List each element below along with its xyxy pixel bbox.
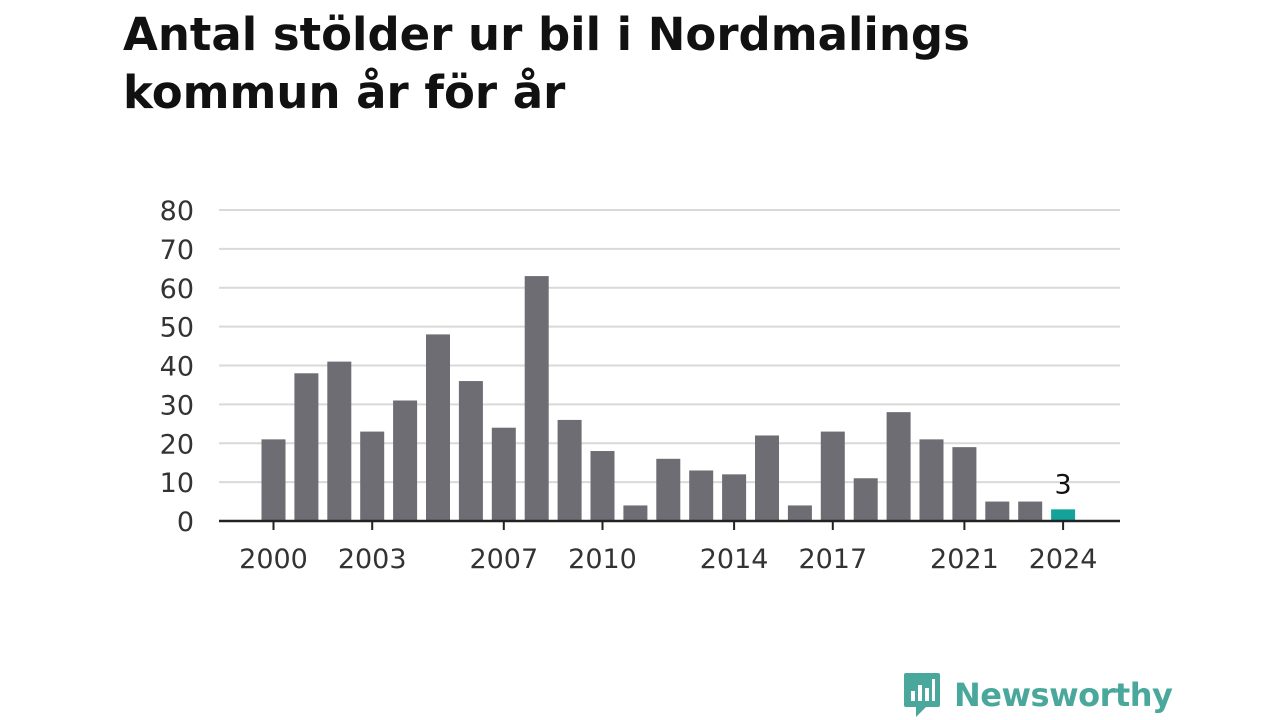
bars <box>261 276 1076 521</box>
bar-2014 <box>722 474 747 521</box>
bar-2003 <box>360 431 385 521</box>
bar-2017 <box>820 431 845 521</box>
bar-2016 <box>787 505 812 521</box>
bar-2000 <box>261 439 286 521</box>
x-tick-label: 2003 <box>338 544 407 575</box>
bar-2009 <box>557 419 582 521</box>
bar-2012 <box>656 458 681 521</box>
bar-2008 <box>524 276 549 521</box>
bar-2006 <box>458 381 483 521</box>
grid-lines <box>219 209 1120 484</box>
newsworthy-logo: Newsworthy <box>902 670 1173 720</box>
bar-2015 <box>755 435 779 521</box>
x-tick-label: 2007 <box>469 544 538 575</box>
newsworthy-logo-icon <box>904 673 940 717</box>
bar-2024 <box>1051 509 1076 521</box>
y-tick-label: 10 <box>160 468 194 499</box>
chart-title: Antal stölder ur bil i Nordmalings kommu… <box>123 8 970 119</box>
y-tick-label: 50 <box>160 313 194 344</box>
bar-2007 <box>491 427 516 521</box>
x-tick-label: 2017 <box>798 544 867 575</box>
y-axis-tick-labels: 0 10 20 30 40 50 60 70 80 <box>160 196 194 538</box>
bar-2010 <box>590 451 615 521</box>
bar-2004 <box>393 400 418 521</box>
bar-2020 <box>919 439 944 521</box>
x-tick-label: 2000 <box>239 544 308 575</box>
data-labels: 3 <box>1055 469 1072 500</box>
y-tick-label: 60 <box>160 274 194 305</box>
bar-2023 <box>1018 501 1043 521</box>
bar-2018 <box>853 478 878 521</box>
x-tick-label: 2024 <box>1029 544 1098 575</box>
x-tick-label: 2014 <box>700 544 769 575</box>
x-tick-label: 2021 <box>930 544 999 575</box>
bar-2021 <box>952 447 977 521</box>
bar-2001 <box>294 373 319 521</box>
y-tick-label: 20 <box>160 429 194 460</box>
bar-2002 <box>327 361 352 521</box>
x-axis-tick-labels: 2000 2003 2007 2010 2014 2017 2021 2024 <box>239 521 1097 575</box>
bar-2005 <box>426 334 450 521</box>
bar-2022 <box>985 501 1010 521</box>
y-tick-label: 30 <box>160 390 194 421</box>
y-tick-label: 70 <box>160 235 194 266</box>
bar-2013 <box>689 470 714 521</box>
newsworthy-logo-text: Newsworthy <box>954 676 1173 714</box>
x-tick-label: 2010 <box>568 544 637 575</box>
y-tick-label: 0 <box>177 507 194 538</box>
y-tick-label: 80 <box>160 196 194 227</box>
y-tick-label: 40 <box>160 352 194 383</box>
bar-2011 <box>623 505 648 521</box>
data-label-2024: 3 <box>1055 469 1072 500</box>
bar-2019 <box>886 412 911 521</box>
